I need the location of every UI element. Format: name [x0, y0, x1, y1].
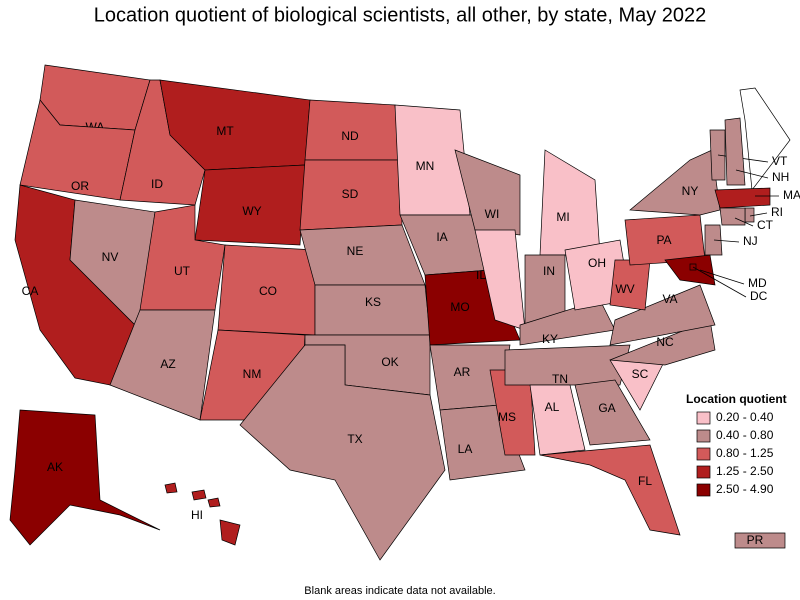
state	[9, 409, 161, 546]
state-label: TN	[552, 372, 568, 386]
state	[239, 344, 446, 561]
island	[164, 482, 178, 494]
legend-label: 2.50 - 4.90	[716, 482, 774, 496]
state-label: OK	[381, 355, 398, 369]
state-label: MN	[416, 159, 435, 173]
legend-label: 1.25 - 2.50	[716, 464, 774, 478]
state-label: NE	[347, 244, 364, 258]
state-label: WY	[242, 204, 261, 218]
legend-swatch	[696, 483, 711, 497]
state-label: SC	[632, 367, 649, 381]
state	[219, 519, 241, 546]
leader-line	[692, 266, 747, 298]
map-title: Location quotient of biological scientis…	[94, 4, 707, 26]
state-label: NM	[243, 367, 262, 381]
state-label: GA	[598, 401, 615, 415]
island	[207, 497, 221, 508]
state-label: AZ	[160, 357, 175, 371]
state	[719, 207, 746, 226]
state-label: NJ	[743, 234, 758, 248]
state-label: LA	[458, 442, 473, 456]
state-label: IN	[543, 264, 555, 278]
footnote: Blank areas indicate data not available.	[304, 585, 495, 597]
state	[574, 379, 651, 446]
state-label: WV	[615, 282, 634, 296]
leader-line	[713, 239, 740, 243]
legend-label: 0.80 - 1.25	[716, 446, 774, 460]
state-label: AR	[454, 365, 471, 379]
state-label: CT	[757, 218, 774, 232]
state-label: UT	[174, 264, 191, 278]
legend-label: 0.40 - 0.80	[716, 428, 774, 442]
state	[609, 319, 716, 366]
state-label: NY	[682, 184, 699, 198]
legend-title: Location quotient	[686, 392, 787, 406]
state-label: RI	[771, 205, 783, 219]
state-label: MD	[748, 276, 767, 290]
state	[314, 284, 431, 336]
state-label: KS	[365, 295, 381, 309]
state	[744, 207, 755, 223]
legend-swatch	[696, 447, 711, 461]
state-label: IL	[476, 268, 486, 282]
leader-line	[734, 217, 754, 227]
state-label: OH	[588, 256, 606, 270]
state-label: KY	[542, 332, 558, 346]
legend-swatch	[696, 465, 711, 479]
state-label: OR	[71, 179, 89, 193]
state-label: DC	[750, 289, 768, 303]
state	[454, 149, 521, 236]
state-label: AK	[47, 460, 63, 474]
state-label: WI	[485, 207, 500, 221]
state-label: MI	[556, 210, 569, 224]
state-no-data	[739, 87, 791, 191]
legend-swatch	[696, 429, 711, 443]
state	[539, 149, 601, 256]
state-label: MS	[498, 410, 516, 424]
state	[724, 117, 746, 186]
legend-swatch	[696, 411, 711, 425]
state	[709, 129, 726, 181]
state-label: IA	[436, 230, 447, 244]
state-label: PA	[656, 233, 671, 247]
state-label: NH	[772, 170, 789, 184]
state-label: SD	[342, 187, 359, 201]
state-label: FL	[638, 474, 652, 488]
state	[714, 187, 771, 209]
state-label: PR	[747, 533, 764, 547]
state	[629, 149, 721, 216]
state	[704, 224, 723, 256]
state-label: AL	[545, 400, 560, 414]
state-label: NC	[656, 335, 674, 349]
state	[504, 344, 631, 386]
state-label: CA	[22, 284, 39, 298]
state-label: CO	[259, 284, 277, 298]
leader-line	[735, 169, 769, 179]
state-label: MT	[216, 124, 234, 138]
state-label: TX	[347, 432, 362, 446]
island	[191, 489, 207, 501]
leader-line	[749, 212, 768, 217]
state	[734, 532, 786, 549]
state	[609, 284, 716, 346]
state-label: MA	[783, 188, 800, 202]
state-label: HI	[191, 508, 203, 522]
state-label: ID	[151, 177, 163, 191]
state	[539, 444, 681, 536]
state-label: VT	[772, 154, 788, 168]
state-label: MO	[450, 300, 469, 314]
state-label: VA	[662, 292, 677, 306]
state-label: ND	[341, 129, 359, 143]
state-label: NV	[102, 250, 119, 264]
state	[194, 164, 306, 246]
state	[529, 384, 586, 456]
leader-line	[699, 269, 745, 285]
legend-label: 0.20 - 0.40	[716, 410, 774, 424]
